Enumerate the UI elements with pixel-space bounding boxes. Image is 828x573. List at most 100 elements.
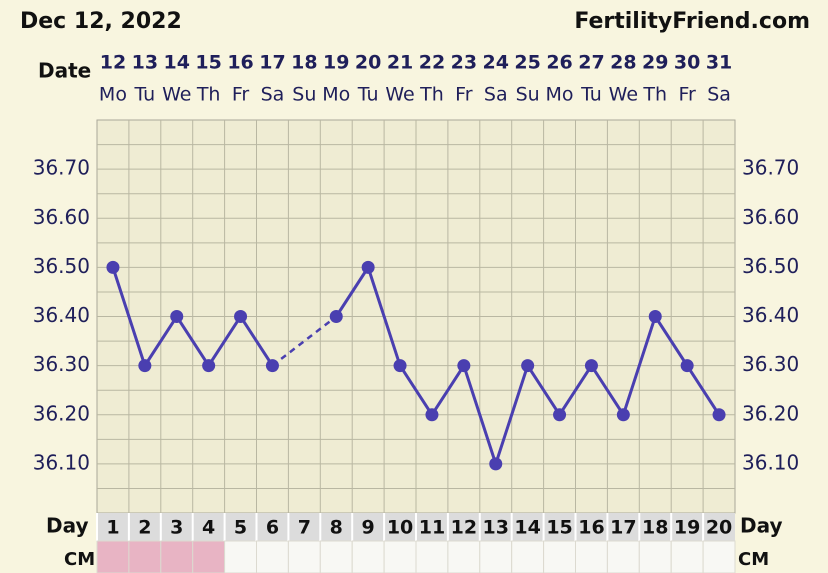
cycle-day: 15	[546, 517, 572, 539]
temperature-point	[170, 310, 184, 323]
cm-cell	[638, 540, 672, 573]
date-number: 16	[227, 52, 253, 74]
date-number: 14	[164, 52, 190, 74]
cycle-day: 12	[451, 517, 477, 539]
cycle-day: 9	[362, 517, 375, 539]
temperature-point	[138, 359, 152, 373]
cycle-day: 11	[419, 517, 445, 539]
y2-tick-label: 36.70	[742, 156, 799, 180]
date-number: 19	[323, 52, 349, 74]
cycle-day: 13	[483, 517, 509, 539]
y-tick-label: 36.20	[33, 401, 90, 425]
cm-cell	[192, 540, 226, 573]
weekday: Th	[642, 84, 667, 106]
day-label-right: Day	[740, 514, 783, 538]
weekday: Su	[516, 84, 540, 106]
cm-cell	[575, 540, 608, 573]
cm-cell	[96, 540, 130, 573]
cm-cell	[479, 540, 513, 573]
date-number: 22	[419, 52, 445, 74]
date-number: 15	[195, 52, 221, 74]
cm-cell	[383, 540, 417, 573]
weekday: Mo	[99, 84, 127, 106]
temperature-point	[489, 457, 503, 471]
cycle-day: 6	[266, 517, 279, 539]
y2-tick-label: 36.60	[742, 205, 799, 229]
gap-connector	[271, 315, 338, 367]
y-tick-label: 36.40	[33, 303, 90, 327]
cycle-day: 18	[642, 517, 668, 539]
date-number: 18	[291, 52, 317, 74]
y-tick-label: 36.10	[33, 450, 90, 474]
cm-cell	[415, 540, 449, 573]
temperature-point	[393, 359, 407, 373]
weekday: Tu	[357, 84, 379, 106]
temperature-point	[329, 310, 343, 323]
date-number: 13	[132, 52, 158, 74]
date-number: 12	[100, 52, 126, 74]
weekday: We	[385, 84, 414, 106]
temperature-point	[712, 408, 726, 422]
date-number: 27	[578, 52, 604, 74]
cycle-day: 4	[202, 517, 215, 539]
temperature-point	[106, 260, 120, 274]
weekday: Sa	[484, 84, 508, 106]
cm-cell	[319, 540, 353, 573]
cycle-day: 16	[578, 517, 604, 539]
cm-cell	[543, 540, 576, 573]
weekday: Tu	[580, 84, 602, 106]
weekday: Fr	[678, 84, 696, 106]
weekday: Sa	[261, 84, 285, 106]
temperature-point	[202, 359, 216, 373]
date-number: 20	[355, 52, 381, 74]
weekday: Tu	[133, 84, 155, 106]
y2-tick-label: 36.20	[742, 401, 799, 425]
cycle-day: 3	[170, 517, 183, 539]
weekday: Fr	[232, 84, 250, 106]
site-name: FertilityFriend.com	[574, 9, 810, 34]
cycle-day: 8	[330, 517, 343, 539]
date-number: 23	[451, 52, 477, 74]
cm-label-right: CM	[738, 549, 769, 570]
cm-cell	[287, 540, 321, 573]
cm-label: CM	[64, 549, 95, 570]
temperature-point	[521, 359, 535, 373]
weekday: Th	[196, 84, 221, 106]
date-number: 25	[514, 52, 540, 74]
temperature-point	[234, 310, 248, 323]
y2-tick-label: 36.40	[742, 303, 799, 327]
cm-cell	[606, 540, 640, 573]
temperature-point	[680, 359, 694, 373]
date-number: 17	[259, 52, 285, 74]
y-tick-label: 36.60	[33, 205, 90, 229]
date-number: 29	[642, 52, 668, 74]
date-label: Date	[38, 59, 91, 83]
y2-tick-label: 36.30	[742, 352, 799, 376]
y2-tick-label: 36.50	[742, 254, 799, 278]
cycle-day: 14	[514, 517, 540, 539]
weekday: We	[162, 84, 191, 106]
day-label: Day	[46, 514, 89, 538]
weekday: Mo	[322, 84, 350, 106]
chart-title: Dec 12, 2022	[20, 9, 182, 34]
weekday: Fr	[455, 84, 473, 106]
weekday: Mo	[546, 84, 574, 106]
cycle-day: 1	[106, 517, 119, 539]
weekday: Su	[292, 84, 316, 106]
cm-cell	[160, 540, 194, 573]
temperature-point	[553, 408, 567, 422]
cm-cell	[670, 540, 704, 573]
cycle-day: 5	[234, 517, 247, 539]
cm-cell	[351, 540, 385, 573]
cm-cell	[128, 540, 162, 573]
weekday: We	[609, 84, 638, 106]
temperature-point	[616, 408, 630, 422]
cycle-day: 19	[674, 517, 700, 539]
temperature-point	[648, 310, 662, 323]
date-number: 30	[674, 52, 700, 74]
y-tick-label: 36.50	[33, 254, 90, 278]
date-number: 28	[610, 52, 636, 74]
temperature-point	[265, 359, 279, 373]
date-number: 26	[546, 52, 572, 74]
